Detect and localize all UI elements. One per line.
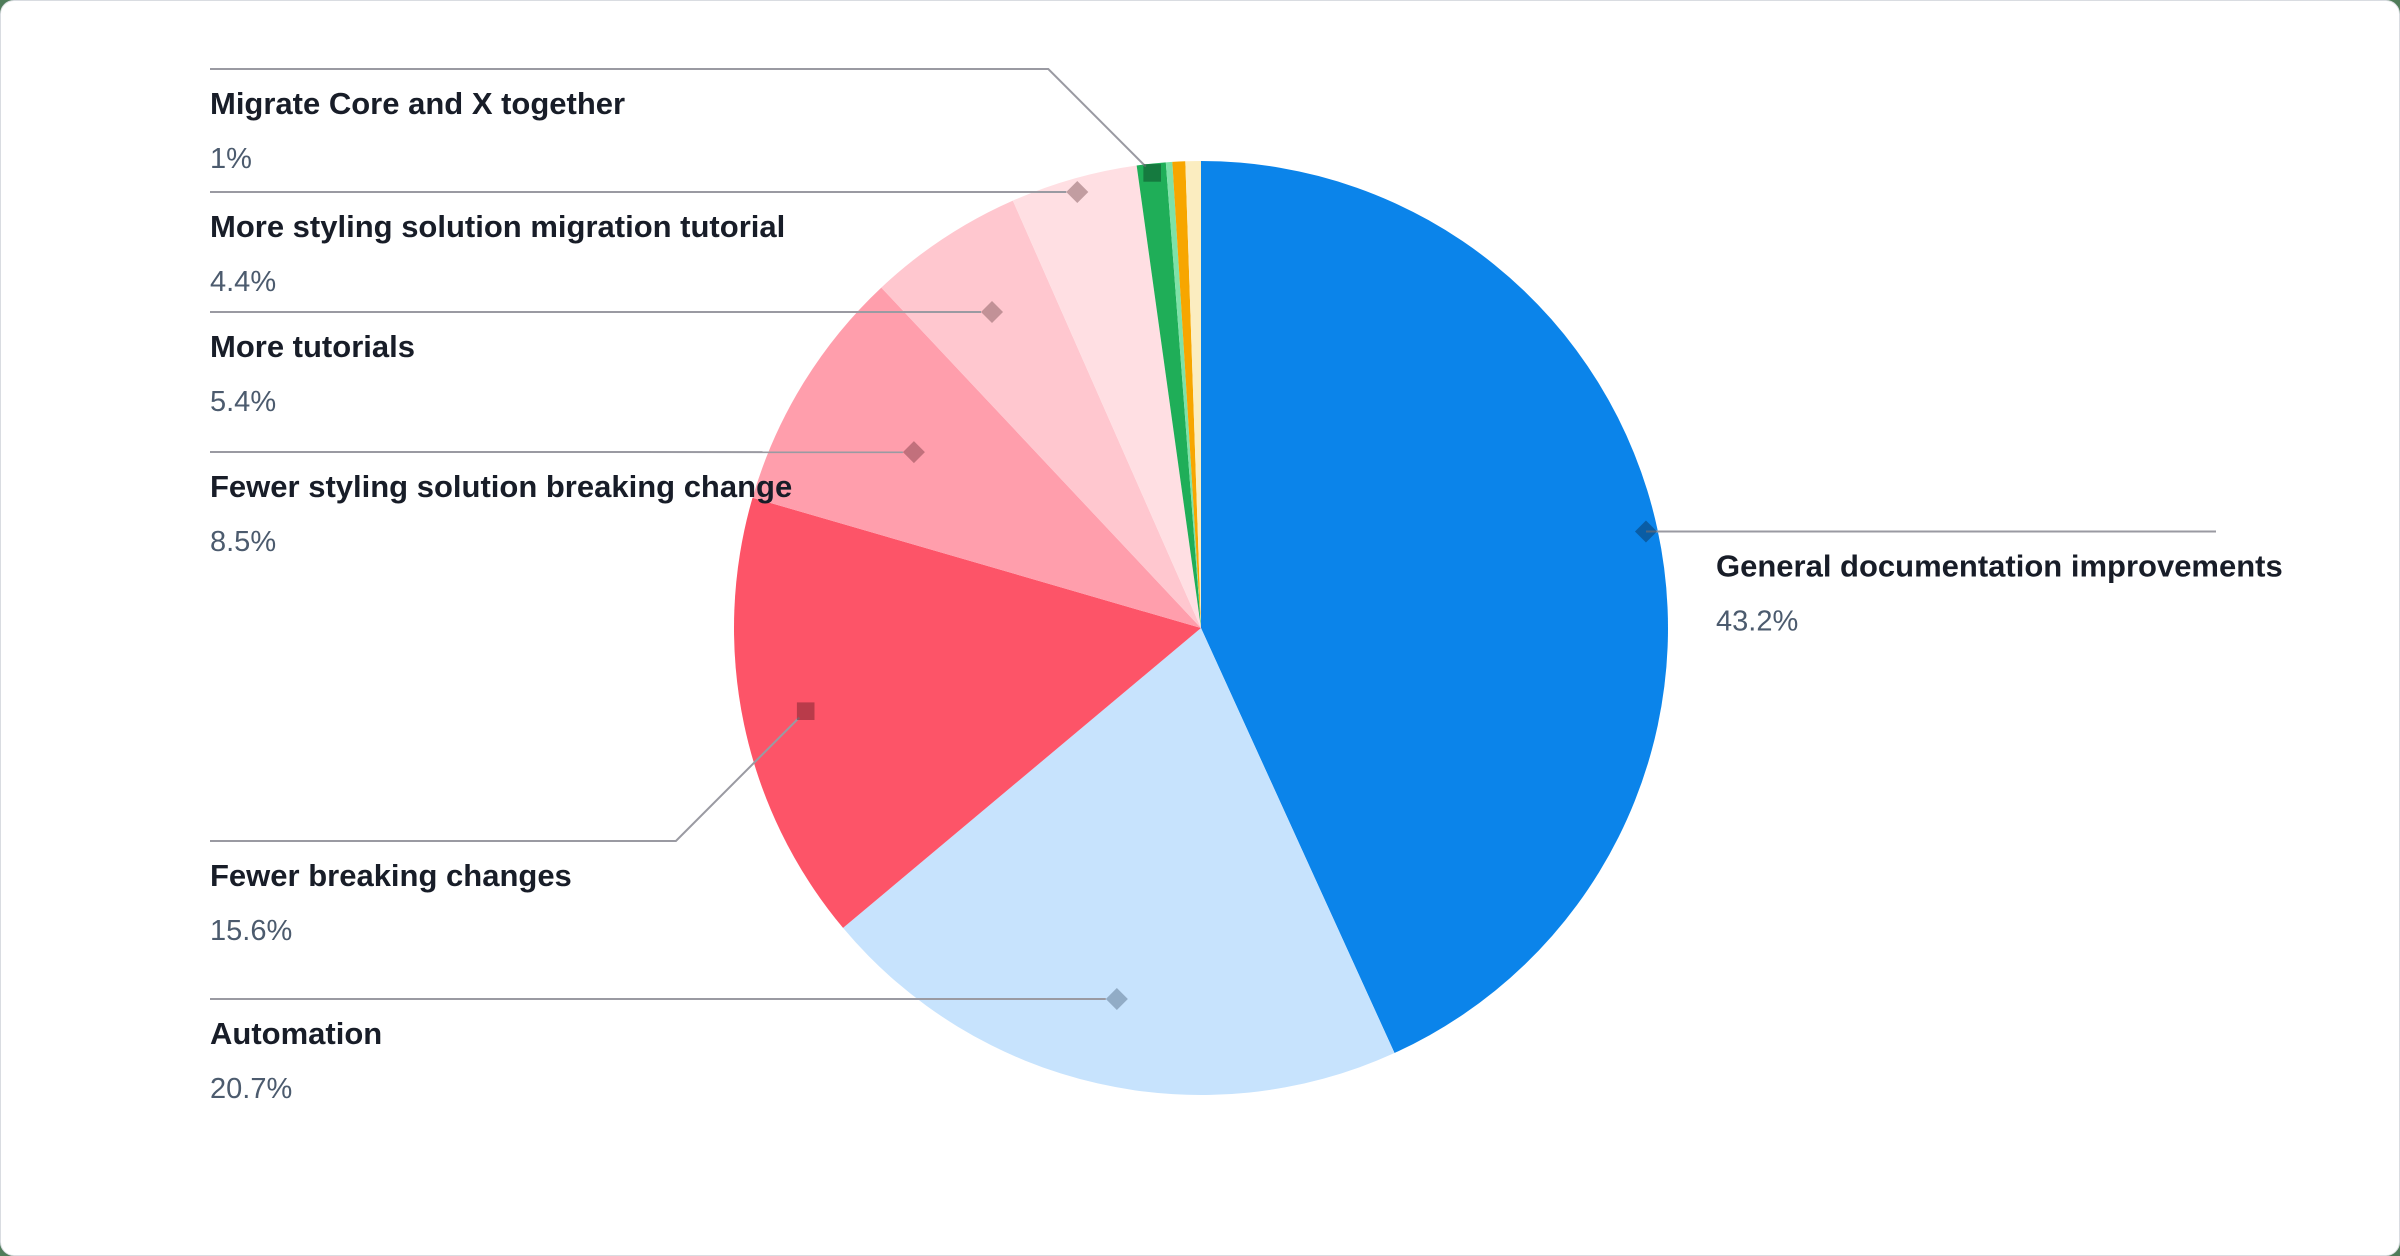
svg-text:More tutorials: More tutorials — [210, 329, 415, 364]
svg-text:General documentation improvem: General documentation improvements — [1716, 549, 2283, 584]
svg-text:More styling solution migratio: More styling solution migration tutorial — [210, 209, 785, 244]
svg-text:Automation: Automation — [210, 1016, 382, 1051]
svg-text:43.2%: 43.2% — [1716, 606, 1798, 638]
svg-text:Fewer breaking changes: Fewer breaking changes — [210, 858, 572, 893]
svg-text:8.5%: 8.5% — [210, 526, 276, 558]
svg-text:15.6%: 15.6% — [210, 915, 292, 947]
svg-text:Fewer styling solution breakin: Fewer styling solution breaking change — [210, 469, 792, 504]
svg-text:4.4%: 4.4% — [210, 266, 276, 298]
svg-text:Migrate Core and X together: Migrate Core and X together — [210, 86, 625, 121]
svg-text:20.7%: 20.7% — [210, 1073, 292, 1105]
svg-text:5.4%: 5.4% — [210, 386, 276, 418]
svg-text:1%: 1% — [210, 143, 252, 175]
